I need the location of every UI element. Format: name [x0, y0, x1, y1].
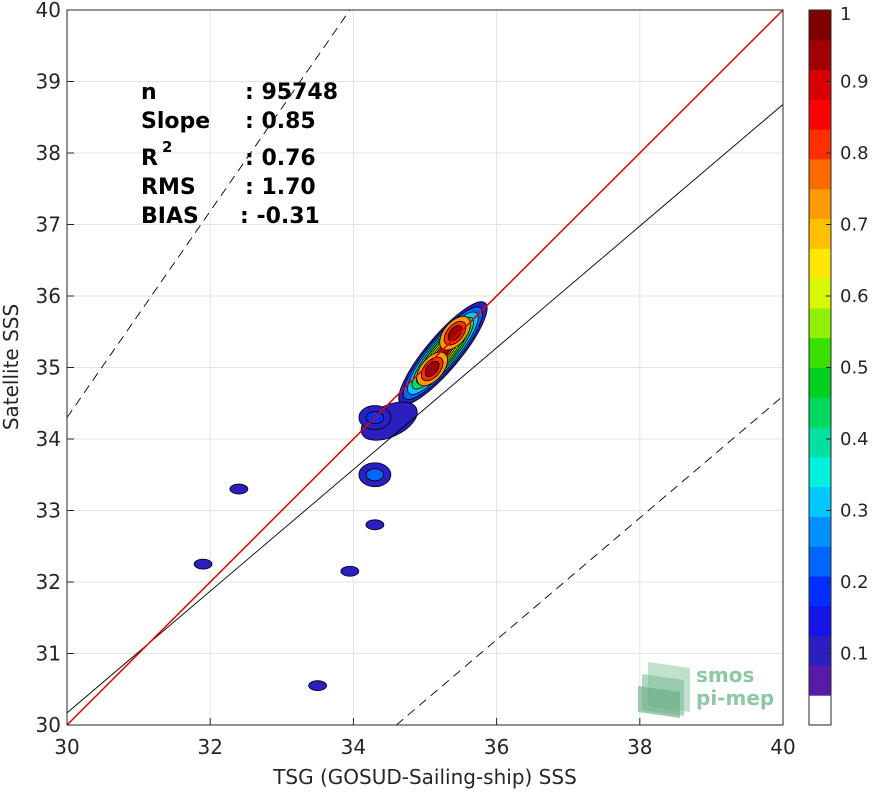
x-tick-label: 38: [627, 735, 652, 759]
x-tick-label: 40: [770, 735, 795, 759]
stat-rms-label: RMS: [141, 175, 196, 200]
density-cluster: [340, 565, 360, 577]
colorbar-tick-label: 0.1: [840, 644, 869, 665]
stat-slope-label: Slope: [141, 109, 210, 134]
y-tick-label: 35: [36, 356, 61, 380]
stat-bias-label: BIAS: [141, 204, 199, 229]
logo-waves-icon: [638, 662, 690, 718]
colorbar-segment: [809, 665, 831, 696]
colorbar-segment: [809, 427, 831, 458]
colorbar-segment: [809, 367, 831, 398]
y-tick-label: 30: [36, 713, 61, 737]
x-tick-label: 30: [54, 735, 79, 759]
density-contours: [193, 301, 488, 692]
colorbar-segment: [809, 188, 831, 220]
y-tick-label: 39: [36, 70, 61, 94]
stat-r2-sup: 2: [162, 138, 172, 156]
identity-line: [67, 10, 783, 725]
stat-bias-value: : -0.31: [240, 204, 320, 229]
density-cluster: [308, 680, 328, 692]
y-tick-label: 37: [36, 213, 61, 237]
colorbar-tick-label: 1: [840, 4, 851, 25]
colorbar-segment: [809, 39, 831, 71]
density-peak: [424, 360, 440, 377]
colorbar-segment: [809, 337, 831, 368]
y-tick-label: 40: [36, 0, 61, 22]
y-tick-label: 36: [36, 284, 61, 308]
y-tick-label: 38: [36, 141, 61, 165]
colorbar-segment: [809, 129, 831, 160]
colorbar-tick-label: 0.5: [840, 358, 869, 379]
colorbar-segment: [809, 307, 831, 339]
colorbar-segment: [809, 456, 831, 488]
density-peak: [447, 325, 463, 342]
upper-bound-dashed-line: [67, 10, 351, 418]
colorbar-tick-label: 0.7: [840, 215, 869, 236]
regression-line: [67, 104, 783, 714]
stat-rms-value: : 1.70: [245, 175, 316, 200]
x-axis-label: TSG (GOSUD-Sailing-ship) SSS: [272, 765, 577, 789]
colorbar-segment: [809, 546, 831, 577]
colorbar-tick-label: 0.4: [840, 429, 869, 450]
density-cluster: [229, 483, 249, 495]
colorbar-segment: [809, 69, 831, 100]
stats-annotation: n : 95748 Slope : 0.85 R 2 : 0.76 RMS : …: [141, 80, 338, 229]
x-axis-ticks: 30 32 34 36 38 40: [54, 718, 796, 759]
y-tick-label: 32: [36, 570, 61, 594]
y-axis-label: Satellite SSS: [0, 304, 23, 430]
density-cluster-inner: [365, 468, 385, 482]
density-cluster: [365, 519, 385, 531]
stat-r2-label: R: [141, 146, 158, 171]
colorbar-segment: [809, 605, 831, 637]
lower-bound-dashed-line: [396, 395, 783, 725]
x-tick-label: 32: [197, 735, 222, 759]
stat-n-label: n: [141, 80, 157, 105]
colorbar-segment: [809, 218, 831, 249]
colorbar-tick-label: 0.6: [840, 286, 869, 307]
smos-pimep-logo: smos pi-mep: [638, 662, 774, 718]
colorbar-tick-label: 0.8: [840, 143, 869, 164]
colorbar-segment: [809, 248, 831, 279]
colorbar-segment: [809, 278, 831, 309]
colorbar-segment: [809, 695, 831, 726]
logo-text-smos: smos: [696, 663, 754, 687]
colorbar: 0.1 0.2 0.3 0.4 0.5 0.6 0.7 0.8 0.9 1: [808, 4, 869, 726]
reference-lines: [67, 10, 783, 725]
colorbar-segment: [809, 576, 831, 607]
colorbar-tick-label: 0.2: [840, 572, 869, 593]
y-tick-label: 33: [36, 499, 61, 523]
y-axis-ticks: 30 31 32 33 34 35 36 37 38 39 40: [36, 0, 74, 737]
colorbar-segment: [809, 486, 831, 517]
logo-text-pimep: pi-mep: [696, 686, 774, 710]
colorbar-segment: [809, 10, 831, 41]
colorbar-segment: [809, 158, 831, 190]
colorbar-segment: [809, 516, 831, 547]
stat-slope-value: : 0.85: [245, 109, 316, 134]
x-tick-label: 36: [484, 735, 509, 759]
colorbar-tick-label: 0.9: [840, 72, 869, 93]
density-cluster: [193, 558, 213, 570]
x-tick-label: 34: [341, 735, 366, 759]
colorbar-segment: [809, 397, 831, 428]
y-tick-label: 31: [36, 642, 61, 666]
colorbar-segment: [809, 635, 831, 666]
stat-n-value: : 95748: [245, 80, 338, 105]
colorbar-tick-label: 0.3: [840, 501, 869, 522]
y-tick-label: 34: [36, 427, 61, 451]
colorbar-segment: [809, 99, 831, 130]
stat-r2-value: : 0.76: [245, 146, 316, 171]
